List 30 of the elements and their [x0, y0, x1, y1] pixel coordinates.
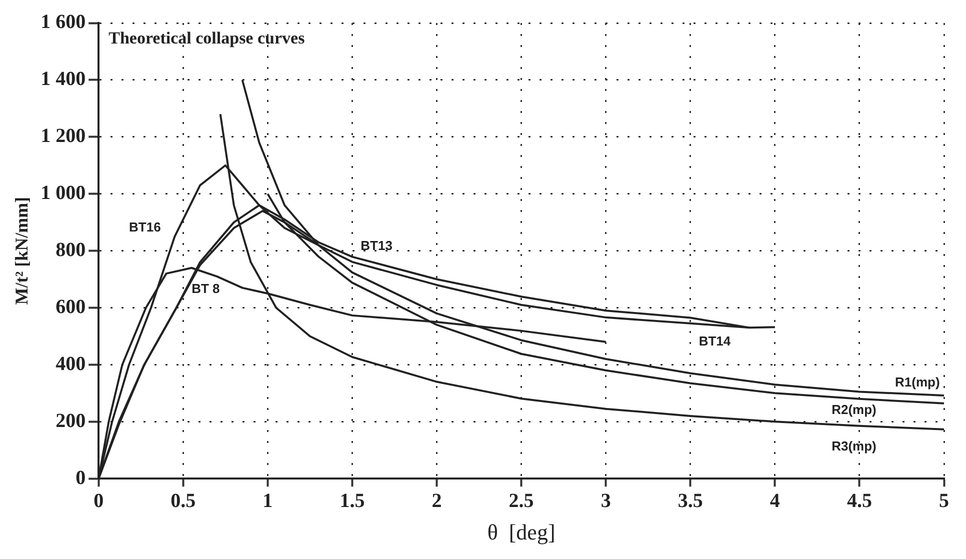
series-label: BT13	[360, 238, 392, 253]
x-tick-label: 4	[770, 490, 780, 512]
x-tick-label: 2	[432, 490, 442, 512]
x-tick-label: 3	[600, 490, 611, 512]
x-tick-label: 1.5	[340, 490, 365, 512]
x-tick-label: 1	[262, 490, 273, 512]
y-tick-label: 1 400	[40, 68, 86, 90]
x-tick-label: 2.5	[508, 490, 534, 512]
series-label: R2(mp)	[832, 402, 876, 417]
y-tick-label: 200	[56, 410, 86, 432]
annotation: Theoretical collapse curves	[108, 28, 306, 48]
y-tick-label: 800	[56, 238, 86, 261]
x-tick-label: 3.5	[678, 490, 703, 512]
y-tick-label: 1 600	[40, 11, 86, 34]
y-tick-label: 1 200	[40, 125, 86, 148]
series-label: BT14	[698, 334, 732, 348]
y-tick-label: 400	[56, 352, 86, 375]
x-tick-label: 0	[94, 490, 104, 512]
x-tick-label: 4.5	[846, 490, 872, 512]
series-label: BT16	[129, 220, 161, 235]
x-axis-title: θ [deg]	[487, 520, 556, 545]
y-tick-label: 600	[56, 296, 86, 318]
series-label: R1(mp)	[894, 374, 940, 390]
x-tick-label: 0.5	[170, 490, 196, 512]
series-label: R3(mp)	[832, 438, 876, 454]
series-label: BT 8	[192, 281, 220, 296]
x-tick-label: 5	[939, 490, 949, 512]
y-tick-label: 1 000	[40, 182, 86, 204]
y-tick-label: 0	[76, 466, 86, 489]
y-axis-title: M/t² [kN/mm]	[11, 196, 32, 305]
